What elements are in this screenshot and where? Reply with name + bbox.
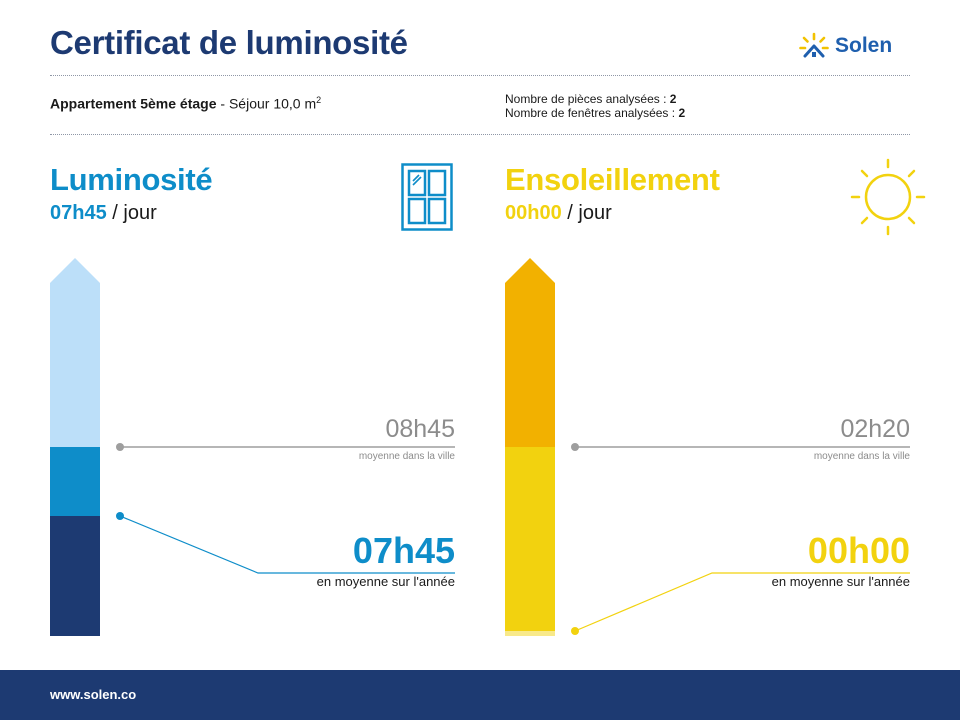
window-icon [401, 163, 453, 231]
luminosity-year-average: 07h45 [352, 530, 455, 571]
room-description: Séjour 10,0 m [228, 95, 317, 112]
sunshine-gauge-year-band [505, 631, 555, 636]
windows-count-value: 2 [678, 106, 686, 120]
sunshine-per-day: 00h00 / jour [505, 202, 612, 225]
gauges [50, 258, 910, 636]
sunshine-per-day-value: 00h00 [505, 202, 562, 224]
luminosity-year-caption: en moyenne sur l'année [316, 574, 455, 589]
rooms-count: Nombre de pièces analysées : 2 [505, 92, 685, 106]
rooms-count-value: 2 [669, 92, 677, 106]
luminosity-gauge-city-band [50, 447, 100, 516]
sunshine-year-average: 00h00 [807, 530, 910, 571]
luminosity-per-day-unit: / jour [106, 202, 157, 224]
property-separator: - [216, 95, 229, 112]
sunshine-city-average: 02h20 [840, 415, 910, 443]
luminosity-year-leader [116, 512, 455, 574]
property-description: Appartement 5ème étage - Séjour 10,0 m2 [50, 95, 321, 112]
divider-top [50, 75, 910, 76]
luminosity-city-average: 08h45 [385, 415, 455, 443]
windows-count: Nombre de fenêtres analysées : 2 [505, 106, 685, 120]
sunshine-per-day-unit: / jour [561, 202, 612, 224]
sunshine-title: Ensoleillement [505, 162, 720, 197]
solen-logo[interactable]: Solen [799, 32, 892, 60]
luminosity-gauge-year-band [50, 516, 100, 636]
sunshine-year-leader [571, 572, 910, 635]
sunshine-city-leader [571, 443, 910, 451]
analysis-counts: Nombre de pièces analysées : 2 Nombre de… [505, 92, 685, 120]
luminosity-title: Luminosité [50, 162, 213, 197]
luminosity-per-day-value: 07h45 [50, 202, 107, 224]
luminosity-city-caption: moyenne dans la ville [358, 451, 455, 462]
rooms-count-label: Nombre de pièces analysées : [505, 92, 670, 106]
sun-house-icon [799, 32, 829, 58]
sunshine-gauge-city-band [505, 447, 555, 631]
page-title: Certificat de luminosité [50, 24, 408, 61]
property-name: Appartement 5ème étage [50, 95, 217, 112]
luminosity-gauge-scale [50, 258, 100, 447]
sunshine-year-caption: en moyenne sur l'année [771, 574, 910, 589]
luminosity-city-leader [116, 443, 455, 451]
sunshine-gauge [505, 258, 555, 636]
footer-website-link[interactable]: www.solen.co [50, 687, 137, 702]
sun-icon [850, 158, 926, 236]
footer: www.solen.co [0, 670, 960, 720]
divider-bottom [50, 134, 910, 135]
sunshine-gauge-scale [505, 258, 555, 447]
luminosity-per-day: 07h45 / jour [50, 202, 157, 225]
windows-count-label: Nombre de fenêtres analysées : [505, 106, 679, 120]
luminosity-gauge [50, 258, 100, 636]
unit-exponent: 2 [316, 95, 322, 105]
sunshine-city-caption: moyenne dans la ville [813, 451, 910, 462]
logo-text: Solen [835, 34, 893, 57]
